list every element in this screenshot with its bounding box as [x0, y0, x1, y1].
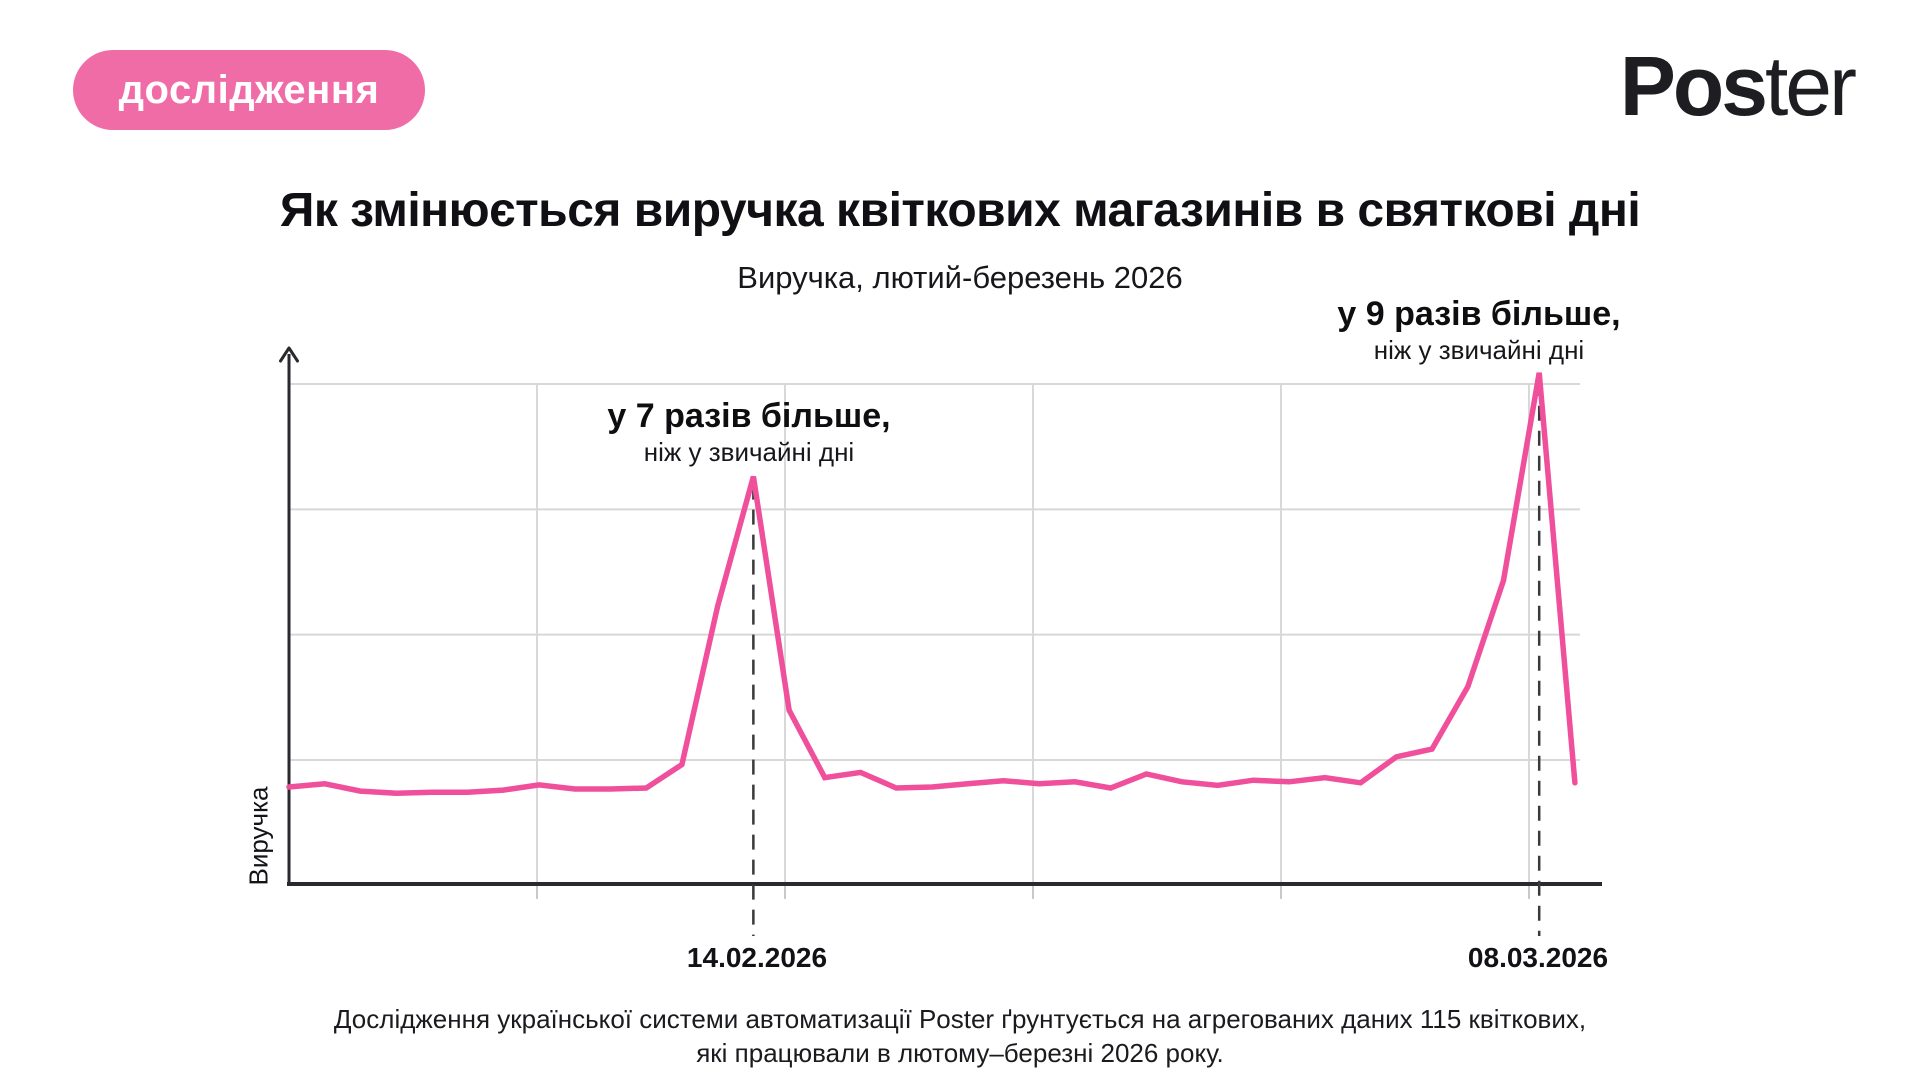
poster-logo-light: ter	[1764, 39, 1857, 133]
footer-note: Дослідження української системи автомати…	[0, 1002, 1920, 1070]
x-tick-14-02-2026: 14.02.2026	[686, 942, 828, 973]
annotation-peak-mar8: у 9 разів більше, ніж у звичайні дні	[1337, 294, 1620, 367]
annotation-peak-mar8-subtext: ніж у звичайні дні	[1373, 335, 1585, 365]
y-axis-arrow-icon	[279, 346, 299, 363]
annotation-peak-feb14: у 7 разів більше, ніж у звичайні дні	[607, 396, 890, 469]
annotation-peak-feb14-headline: у 7 разів більше,	[607, 397, 891, 435]
poster-logo-bold: Pos	[1619, 39, 1768, 133]
footer-note-line2: які працювали в лютому–березні 2026 року…	[696, 1038, 1224, 1068]
annotation-peak-feb14-subtext: ніж у звичайні дні	[643, 437, 855, 467]
annotation-peak-mar8-headline: у 9 разів більше,	[1337, 295, 1621, 333]
y-axis-label: Виручка	[243, 786, 274, 886]
chart-subtitle: Виручка, лютий-березень 2026	[737, 260, 1183, 295]
page-title: Як змінюється виручка квіткових магазині…	[279, 184, 1641, 237]
research-badge: дослідження	[73, 50, 425, 130]
revenue-line	[286, 372, 1578, 796]
x-tick-08-03-2026: 08.03.2026	[1467, 942, 1609, 973]
poster-logo: Poster	[1620, 44, 1857, 128]
research-badge-label: дослідження	[118, 67, 380, 112]
footer-note-line1: Дослідження української системи автомати…	[333, 1004, 1587, 1034]
